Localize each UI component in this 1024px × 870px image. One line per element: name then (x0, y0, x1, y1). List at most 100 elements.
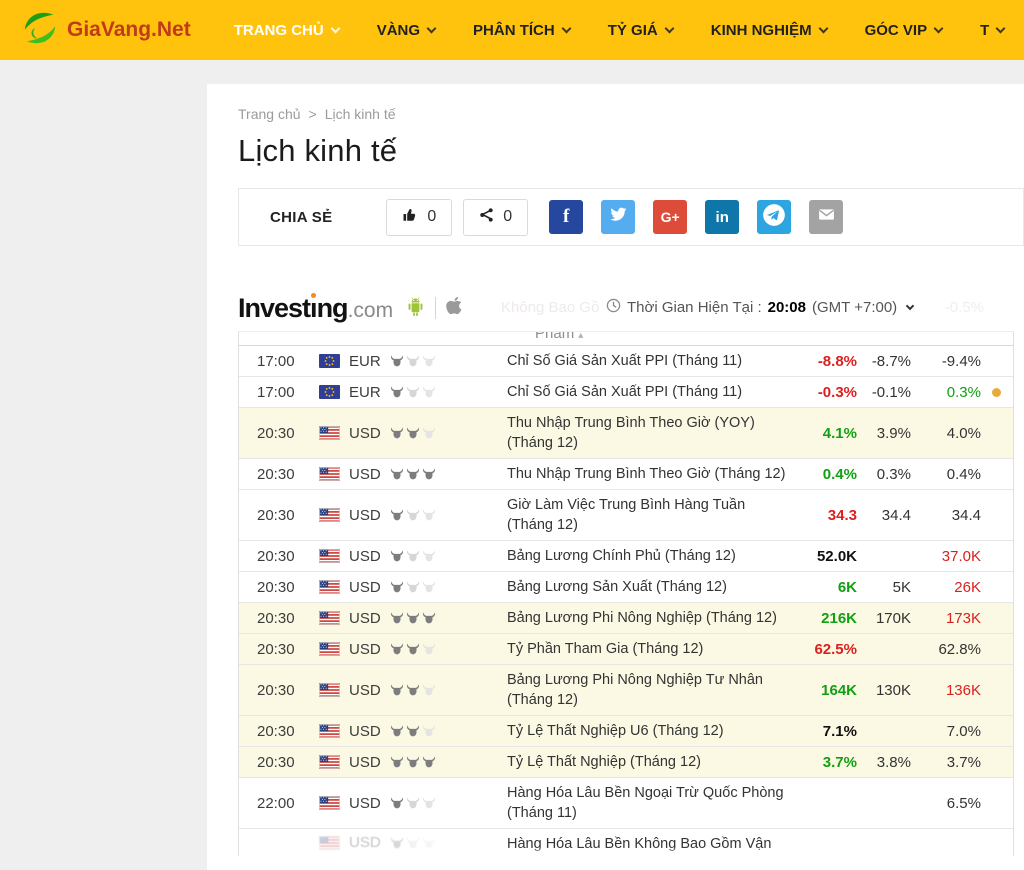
event-name[interactable]: Chỉ Số Giá Sản Xuất PPI (Tháng 11) (507, 384, 743, 400)
event-name[interactable]: Tỷ Phần Tham Gia (Tháng 12) (507, 641, 704, 657)
table-row[interactable]: 20:30 USD Thu Nhập Trung Bình Theo Giờ (… (239, 459, 1013, 490)
importance-bulls-icon (390, 386, 436, 398)
nav-item-vang[interactable]: VÀNG (358, 22, 454, 39)
economic-calendar-widget: Không Bao Gồ -0.5% Investıng .com (238, 285, 1014, 856)
content-card: Trang chủ > Lịch kinh tế Lịch kinh tế CH… (207, 84, 1024, 870)
telegram-share-button[interactable] (757, 200, 792, 234)
previous-value: 26K (954, 578, 981, 596)
event-name[interactable]: Hàng Hóa Lâu Bền Không Bao Gồm Vận (507, 836, 772, 852)
table-row[interactable]: 20:30 USD Bảng Lương Chính Phủ (Tháng 12… (239, 541, 1013, 572)
actual-value: 4.1% (822, 424, 857, 442)
table-row[interactable]: 20:30 USD Bảng Lương Sản Xuất (Tháng 12)… (239, 572, 1013, 603)
currency-code: USD (349, 465, 381, 483)
table-row[interactable]: 22:00 USD Hàng Hóa Lâu Bền Ngoại Trừ Quố… (239, 778, 1013, 829)
table-row[interactable]: USD Hàng Hóa Lâu Bền Không Bao Gồm Vận (239, 829, 1013, 856)
android-icon[interactable] (406, 295, 425, 322)
forecast-value: 34.4 (881, 506, 911, 524)
clock-time: 20:08 (767, 299, 806, 316)
share-count-button[interactable]: 0 (463, 198, 529, 236)
bull-icon (406, 756, 420, 768)
table-row[interactable]: 17:00 EUR Chỉ Số Giá Sản Xuất PPI (Tháng… (239, 377, 1013, 408)
nav-item-phan-tich[interactable]: PHÂN TÍCH (454, 22, 589, 39)
event-name[interactable]: Tỷ Lệ Thất Nghiệp U6 (Tháng 12) (507, 723, 724, 739)
table-row[interactable]: 20:30 USD Bảng Lương Phi Nông Nghiệp (Th… (239, 603, 1013, 634)
bull-icon (390, 550, 404, 562)
event-name[interactable]: Giờ Làm Việc Trung Bình Hàng Tuần (Tháng… (507, 497, 746, 533)
actual-value: 164K (821, 681, 857, 699)
chevron-down-icon (818, 23, 829, 33)
currency-code: USD (349, 794, 381, 812)
facebook-share-button[interactable]: f (549, 200, 584, 234)
event-time: 20:30 (257, 681, 295, 699)
like-button[interactable]: 0 (386, 198, 453, 236)
country-flag-icon (319, 683, 340, 697)
linkedin-icon: in (715, 208, 729, 226)
nav-item-trang-chu[interactable]: TRANG CHỦ (215, 22, 358, 39)
investing-logo-text: Investıng (238, 292, 349, 323)
table-row[interactable]: 20:30 USD Bảng Lương Phi Nông Nghiệp Tư … (239, 665, 1013, 716)
bull-icon (406, 355, 420, 367)
nav-item-kinh-nghiem[interactable]: KINH NGHIỆM (692, 22, 846, 39)
brand-logo[interactable]: GiaVang.Net (22, 9, 191, 52)
alert-dot-cell (981, 387, 1011, 397)
country-flag-icon (319, 426, 340, 440)
apple-icon[interactable] (446, 296, 463, 320)
nav-item-goc-vip[interactable]: GÓC VIP (846, 22, 962, 39)
alert-dot (991, 387, 1001, 397)
table-row[interactable]: 20:30 USD Tỷ Lệ Thất Nghiệp (Tháng 12) 3… (239, 747, 1013, 778)
table-row[interactable]: 20:30 USD Giờ Làm Việc Trung Bình Hàng T… (239, 490, 1013, 541)
bull-icon (406, 509, 420, 521)
event-name[interactable]: Thu Nhập Trung Bình Theo Giờ (Tháng 12) (507, 466, 786, 482)
country-flag-icon (319, 549, 340, 563)
breadcrumb-current: Lịch kinh tế (324, 106, 396, 122)
calendar-rows: 17:00 EUR Chỉ Số Giá Sản Xuất PPI (Tháng… (238, 346, 1014, 856)
chevron-down-icon (664, 23, 675, 33)
event-name[interactable]: Hàng Hóa Lâu Bền Ngoại Trừ Quốc Phòng (T… (507, 785, 784, 821)
covered-row-text: Không Bao Gồ (501, 299, 600, 316)
breadcrumb: Trang chủ > Lịch kinh tế (238, 106, 1024, 122)
like-count: 0 (427, 208, 437, 225)
twitter-share-button[interactable] (601, 200, 636, 234)
linkedin-share-button[interactable]: in (705, 200, 740, 234)
clipped-row-text: Phẩm (535, 332, 583, 342)
currency-code: EUR (349, 383, 381, 401)
current-time-control[interactable]: Thời Gian Hiện Tại : 20:08 (GMT +7:00) (606, 298, 915, 317)
bull-icon (406, 427, 420, 439)
importance-bulls-icon (390, 468, 436, 480)
event-name[interactable]: Bảng Lương Phi Nông Nghiệp Tư Nhân (Thán… (507, 672, 763, 708)
country-flag-icon (319, 508, 340, 522)
actual-value: 6K (837, 578, 857, 596)
bull-icon (390, 643, 404, 655)
envelope-icon (818, 208, 835, 226)
event-time: 20:30 (257, 753, 295, 771)
event-name[interactable]: Bảng Lương Phi Nông Nghiệp (Tháng 12) (507, 610, 777, 626)
actual-value: 62.5% (814, 640, 857, 658)
nav-item-cut-off[interactable]: T (961, 22, 1023, 39)
currency-code: USD (349, 681, 381, 699)
actual-value: -8.8% (817, 352, 857, 370)
currency-cell: USD (319, 723, 481, 740)
bull-icon (422, 468, 436, 480)
currency-cell: USD (319, 425, 481, 442)
event-name[interactable]: Thu Nhập Trung Bình Theo Giờ (YOY) (Thán… (507, 415, 755, 451)
nav-item-ty-gia[interactable]: TỶ GIÁ (589, 22, 692, 39)
breadcrumb-home-link[interactable]: Trang chủ (238, 106, 301, 122)
event-name[interactable]: Bảng Lương Chính Phủ (Tháng 12) (507, 548, 736, 564)
email-share-button[interactable] (809, 200, 844, 234)
table-row[interactable]: 20:30 USD Thu Nhập Trung Bình Theo Giờ (… (239, 408, 1013, 459)
bull-icon (422, 725, 436, 737)
event-name[interactable]: Tỷ Lệ Thất Nghiệp (Tháng 12) (507, 754, 701, 770)
previous-value: 62.8% (938, 640, 981, 658)
bull-icon (406, 550, 420, 562)
country-flag-icon (319, 467, 340, 481)
event-name[interactable]: Bảng Lương Sản Xuất (Tháng 12) (507, 579, 727, 595)
table-row[interactable]: 20:30 USD Tỷ Phần Tham Gia (Tháng 12) 62… (239, 634, 1013, 665)
investing-logo[interactable]: Investıng .com (238, 293, 393, 324)
table-row[interactable]: 20:30 USD Tỷ Lệ Thất Nghiệp U6 (Tháng 12… (239, 716, 1013, 747)
table-row[interactable]: 17:00 EUR Chỉ Số Giá Sản Xuất PPI (Tháng… (239, 346, 1013, 377)
googleplus-share-button[interactable]: G+ (653, 200, 688, 234)
event-name[interactable]: Chỉ Số Giá Sản Xuất PPI (Tháng 11) (507, 353, 743, 369)
bull-icon (422, 797, 436, 809)
share-label: CHIA SẺ (270, 208, 333, 226)
main-menu: TRANG CHỦ VÀNG PHÂN TÍCH TỶ GIÁ KINH NGH… (215, 22, 1024, 39)
